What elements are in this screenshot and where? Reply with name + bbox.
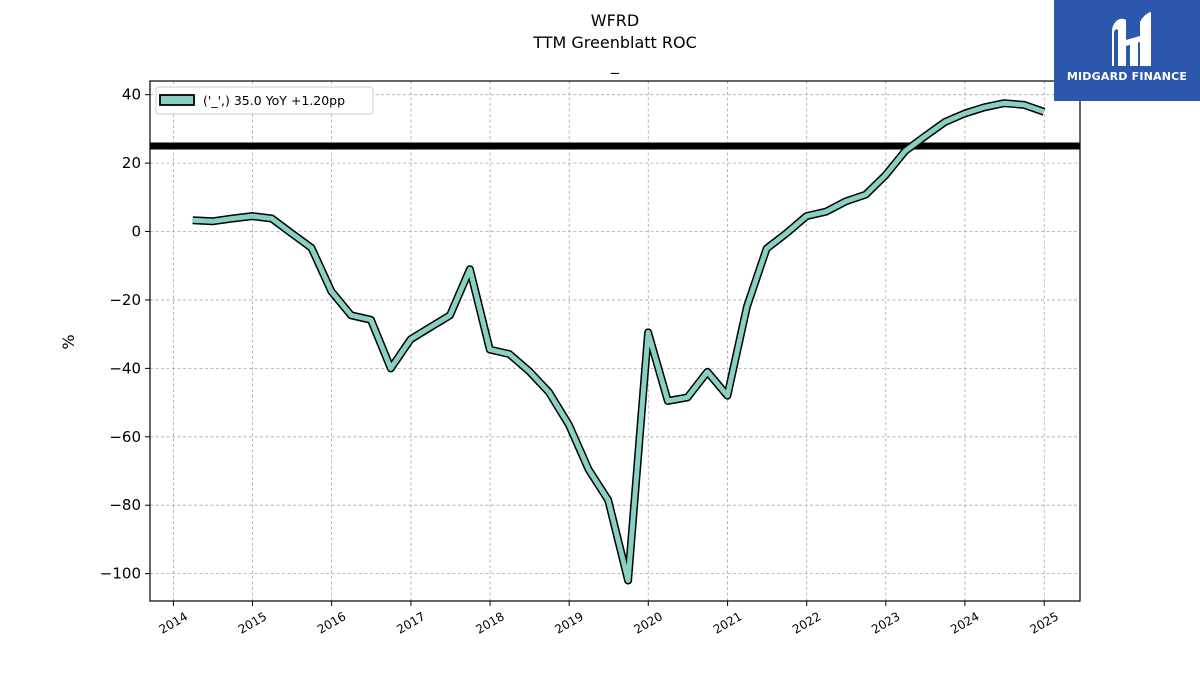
y-tick-label: 40 bbox=[122, 86, 141, 104]
y-axis: 40 20 0 −20 −40 −60 −80 −100 bbox=[100, 86, 150, 583]
y-tick-label: −80 bbox=[109, 496, 141, 514]
x-tick-label: 2018 bbox=[473, 609, 506, 636]
x-tick-label: 2017 bbox=[394, 609, 427, 636]
brand-logo: MIDGARD FINANCE bbox=[1054, 0, 1200, 101]
x-tick-label: 2023 bbox=[869, 609, 902, 636]
chart-title: WFRD bbox=[591, 11, 639, 30]
chart-subtitle: TTM Greenblatt ROC bbox=[532, 33, 697, 52]
plot-frame bbox=[149, 80, 1081, 602]
legend: ('_',) 35.0 YoY +1.20pp bbox=[155, 86, 374, 115]
x-axis: 2014 2015 2016 2017 2018 2019 2020 2021 2022 2023… bbox=[157, 601, 1061, 637]
series-line-outline bbox=[192, 99, 1046, 585]
x-tick-label: 2022 bbox=[790, 609, 823, 636]
y-axis-label: % bbox=[59, 334, 78, 349]
x-tick-label: 2021 bbox=[711, 609, 744, 636]
grid bbox=[150, 81, 1080, 601]
y-tick-label: −100 bbox=[100, 565, 141, 583]
x-tick-label: 2025 bbox=[1028, 609, 1061, 636]
series-layer bbox=[192, 99, 1046, 585]
x-tick-label: 2015 bbox=[236, 609, 269, 636]
legend-box bbox=[155, 86, 374, 115]
y-tick-label: −20 bbox=[109, 291, 141, 309]
legend-label: ('_',) 35.0 YoY +1.20pp bbox=[203, 93, 345, 108]
y-tick-label: −60 bbox=[109, 428, 141, 446]
chart-subtitle-underscore: _ bbox=[610, 55, 620, 75]
midgard-logo-icon bbox=[1112, 12, 1151, 66]
y-tick-label: 20 bbox=[122, 154, 141, 172]
y-tick-label: 0 bbox=[131, 223, 141, 241]
x-tick-label: 2014 bbox=[157, 609, 190, 636]
brand-name: MIDGARD FINANCE bbox=[1066, 70, 1188, 83]
x-tick-label: 2019 bbox=[552, 609, 585, 636]
y-tick-label: −40 bbox=[109, 359, 141, 377]
series-line bbox=[192, 100, 1045, 583]
x-tick-label: 2024 bbox=[948, 609, 981, 636]
legend-swatch bbox=[159, 94, 195, 106]
x-tick-label: 2016 bbox=[315, 609, 348, 636]
x-tick-label: 2020 bbox=[632, 609, 665, 636]
